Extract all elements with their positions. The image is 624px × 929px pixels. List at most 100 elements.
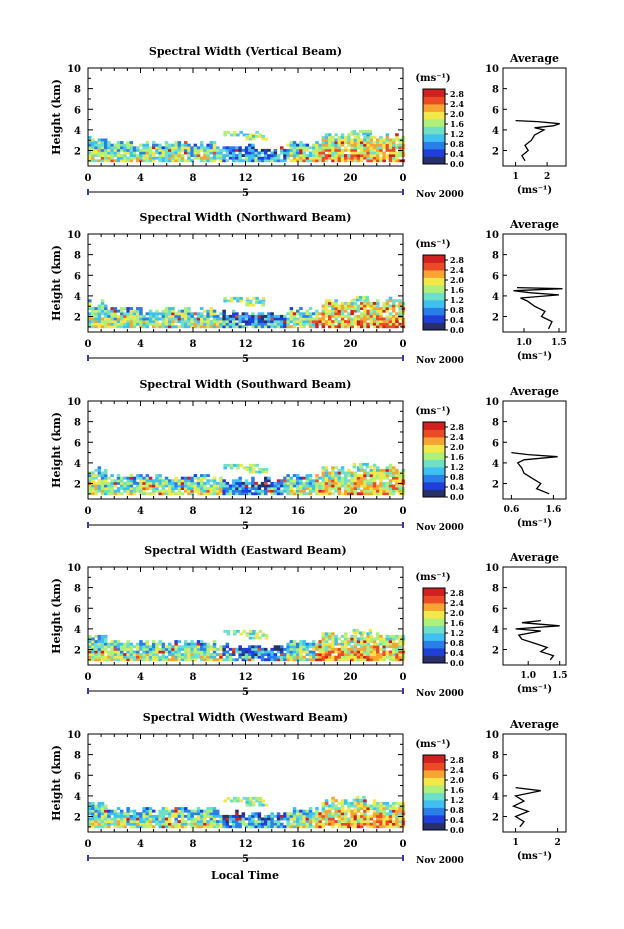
heatmap-cell [331,312,335,316]
heatmap-cell [184,159,188,163]
heatmap-cell [353,322,358,326]
heatmap-cell [139,320,143,323]
heatmap-cell [174,822,178,826]
heatmap-cell [315,487,319,490]
heatmap-cell [267,658,271,662]
heatmap-cell [321,492,326,496]
heatmap-cell [366,312,370,316]
heatmap-cell [177,154,182,157]
heatmap-cell [235,825,239,829]
heatmap-cell [372,146,377,150]
colorbar-tick-label: 2.4 [450,432,464,442]
heatmap-cell [126,822,130,826]
heatmap-cell [276,481,281,485]
heatmap-cell [363,471,367,475]
heatmap-cell [369,653,374,656]
heatmap-cell [312,317,316,321]
x-tick-label: 8 [190,339,197,350]
heatmap-cell [392,299,396,303]
heatmap-cell [184,647,188,651]
heatmap-cell [142,154,146,157]
heatmap-cell [225,487,230,490]
heatmap-cell [321,479,326,483]
heatmap-cell [286,653,290,656]
heatmap-cell [216,647,220,651]
heatmap-cell [372,487,377,490]
avg-y-tick-label: 2 [492,147,499,158]
heatmap-cell [232,650,236,654]
heatmap-cell [236,796,240,800]
heatmap-cell [350,474,354,477]
y-tick-label: 10 [67,64,81,75]
heatmap-cell [180,645,185,649]
heatmap-cell [296,474,300,477]
colorbar-tick-label: 2.8 [450,422,464,432]
heatmap-cell [209,479,214,483]
heatmap-cell [388,463,393,467]
heatmap-cell [136,476,140,480]
heatmap-cell [315,159,319,163]
heatmap-cell [305,825,310,829]
heatmap-cell [238,820,242,823]
heatmap-cell [324,489,329,493]
heatmap-cell [305,156,310,160]
heatmap-cell [267,320,271,323]
heatmap-cell [340,320,345,323]
heatmap-cell [382,484,386,488]
heatmap-cell [286,825,290,829]
heatmap-cell [113,489,118,493]
x-tick-label: 12 [239,506,253,517]
heatmap-cell [315,653,319,656]
heatmap-cell [104,474,108,477]
heatmap-cell [369,637,374,641]
heatmap-cell [248,159,252,163]
heatmap-cell [299,317,303,321]
heatmap-cell [286,487,290,490]
heatmap-cell [350,492,354,496]
heatmap-cell [340,156,345,160]
heatmap-cell [129,159,134,163]
heatmap-cell [379,634,383,638]
heatmap-cell [94,653,98,656]
heatmap-cell [100,312,105,316]
heatmap-cell [126,658,130,662]
heatmap-cell [331,154,335,157]
heatmap-cell [129,642,134,646]
heatmap-cell [257,487,262,490]
heatmap-cell [116,489,121,493]
colorbar-swatch [423,815,445,823]
heatmap-cell [254,151,258,155]
heatmap-cell [392,637,396,641]
heatmap-cell [379,484,383,488]
heatmap-cell [352,129,357,133]
heatmap-cell [155,650,159,654]
heatmap-cell [331,825,335,829]
heatmap-cell [324,146,329,150]
heatmap-cell [276,154,281,157]
heatmap-cell [164,825,169,829]
heatmap-cell [328,820,332,823]
heatmap-cell [308,314,313,318]
heatmap-cell [216,653,220,656]
heatmap-cell [100,479,105,483]
heatmap-cell [337,471,342,475]
heatmap-cell [385,653,390,656]
heatmap-cell [206,822,210,826]
heatmap-cell [110,151,114,155]
heatmap-cell [318,317,322,321]
heatmap-cell [398,807,402,810]
heatmap-cell [152,156,156,160]
colorbar-swatch [423,800,445,808]
heatmap-cell [212,151,217,155]
heatmap-cell [376,655,380,659]
heatmap-cell [258,636,262,640]
heatmap-cell [187,317,191,321]
heatmap-cell [164,156,169,160]
heatmap-cell [270,320,274,323]
heatmap-cell [222,489,226,493]
heatmap-cell [360,812,364,816]
heatmap-cell [334,481,338,485]
heatmap-cell [312,655,316,659]
heatmap-cell [148,809,153,813]
